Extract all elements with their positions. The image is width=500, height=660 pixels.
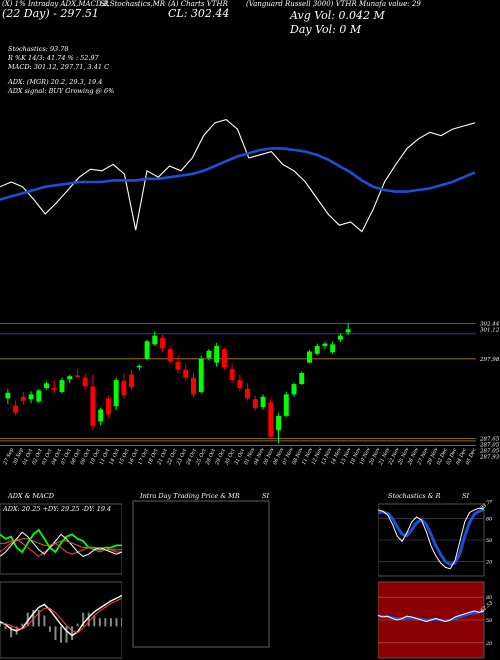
candle-body [190, 377, 196, 395]
candle-body [13, 405, 19, 413]
candle-body [229, 369, 235, 381]
candle-body [167, 349, 173, 362]
header-close: CL: 302.44 [168, 7, 230, 20]
candle-body [82, 377, 88, 387]
candle-body [144, 341, 150, 359]
indicator-series-line [0, 118, 476, 233]
r-readout: R %K 14/3: 41.74 % : 52.97 [8, 54, 99, 62]
candle-body [268, 402, 274, 437]
candle-body [113, 380, 119, 407]
adx-macd-title: ADX & MACD [8, 492, 54, 500]
candle-body [206, 350, 212, 358]
stoch-tick-label: 80 [486, 516, 493, 522]
candle-body [299, 372, 305, 385]
header-22day: (22 Day) - 297.51 [2, 7, 99, 20]
stoch-tick-label: 20 [485, 560, 493, 566]
intraday-title: Intra Day Trading Price & MR [140, 492, 240, 500]
candle-body [283, 394, 289, 416]
candle-body [74, 375, 80, 377]
stoch-value-label: 93.78 [479, 500, 494, 511]
price-label: 287.93 [479, 455, 500, 461]
price-label: 297.98 [479, 357, 500, 363]
candle-body [121, 380, 127, 396]
macd-signal-line [0, 597, 122, 634]
stoch-tick-label: 50 [486, 538, 493, 544]
macd-readout: MACD: 301.12, 297.71, 3.41 C [8, 63, 110, 71]
candle-body [252, 399, 258, 408]
candle-body [314, 345, 320, 354]
adx-series-line [0, 531, 122, 557]
candle-body [221, 349, 227, 368]
stoch-title: Stochastics & R [388, 492, 441, 500]
candle-body [237, 380, 243, 389]
candle-body [183, 369, 189, 378]
candle-body [90, 386, 96, 427]
adx-series-line [0, 538, 122, 551]
header-left: (X) 1% Intraday ADX,MACD,R [2, 0, 109, 8]
candle-body [260, 396, 266, 408]
header-day-vol: Day Vol: 0 M [290, 23, 362, 36]
candle-body [152, 335, 158, 345]
candle-body [98, 409, 104, 422]
adx-readout: ADX: (MGR) 20.2, 29.3, 19.4 [8, 78, 103, 86]
intraday-frame [132, 500, 270, 648]
candle-body [59, 380, 65, 393]
price-label: 302.44 [480, 321, 500, 327]
rsi-tick-label: 80 [486, 595, 493, 601]
candle-body [337, 335, 343, 340]
candle-body [5, 392, 11, 399]
candle-body [51, 388, 57, 390]
candle-body [20, 396, 26, 401]
intraday-si: SI [262, 492, 270, 500]
adx-macd-panel: ADX: 20.25 +DY: 29.25 -DY: 19.4 [0, 503, 122, 659]
candle-body [330, 344, 336, 353]
header-avg-vol: Avg Vol: 0.042 M [290, 9, 385, 22]
candle-body [345, 329, 351, 333]
rsi-tick-label: 20 [485, 641, 493, 647]
price-label: 301.12 [480, 327, 500, 333]
header-title: (Vanguard Russell 3000) VTHR Munafa valu… [246, 0, 421, 8]
adx-signal-readout: ADX signal: BUY Growing @ 6% [8, 87, 115, 95]
header-mid: SI,Stochastics,MR [100, 0, 166, 8]
indicator-ma-line [0, 147, 476, 201]
price-label: 287.65 [479, 437, 500, 443]
intraday-panel [132, 500, 270, 648]
candle-body [322, 343, 328, 346]
stoch-si: SI [462, 492, 470, 500]
candle-body [160, 338, 166, 349]
price-label: 287.05 [479, 443, 500, 449]
adx-panel-readout: ADX: 20.25 +DY: 29.25 -DY: 19.4 [2, 505, 111, 513]
stoch-readout: Stochastics: 93.78 [8, 45, 69, 53]
candle-body [276, 415, 282, 431]
candle-body [67, 376, 73, 380]
candle-body [44, 383, 50, 389]
candle-body [198, 358, 204, 393]
macd-subpanel [0, 581, 122, 659]
adx-series-line [0, 528, 122, 554]
indicator-line-chart [0, 118, 476, 233]
candle-body [28, 394, 34, 400]
candle-body [245, 388, 251, 399]
price-label: 287.05 [479, 449, 500, 455]
candle-body [129, 374, 135, 388]
candle-body [36, 390, 42, 402]
candlestick-chart: 302.44301.12297.98287.65287.05287.05287.… [0, 321, 500, 467]
candle-body [214, 345, 220, 363]
rsi-series-line [378, 610, 485, 623]
candle-body [136, 365, 142, 368]
adx-subpanel [0, 503, 122, 575]
candle-body [306, 351, 312, 363]
candle-body [105, 398, 111, 415]
stoch-series-line [378, 508, 485, 567]
candle-body [291, 384, 297, 395]
rsi-tick-label: 50 [486, 618, 493, 624]
header-symbol: (A) Charts VTHR [168, 0, 228, 8]
candle-body [175, 361, 181, 370]
adx-series-line [0, 538, 122, 558]
stoch-series-line [378, 507, 485, 570]
